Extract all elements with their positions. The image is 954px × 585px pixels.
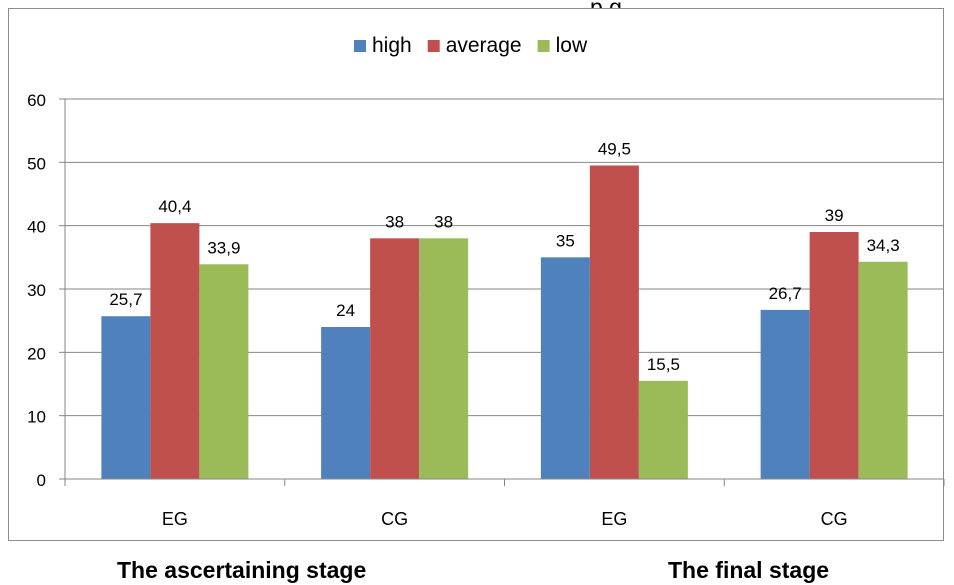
x-tick-label-1: CG [381,509,408,529]
data-label-low-1: 38 [434,212,453,231]
x-tick-label-3: CG [821,509,848,529]
data-label-low-0: 33,9 [207,238,240,257]
y-tick-label-50: 50 [27,154,46,173]
bar-low-3 [858,261,908,479]
y-tick-label-30: 30 [27,281,46,300]
legend-swatch-average [427,40,440,52]
bar-average-0 [150,223,200,479]
bar-high-0 [101,316,151,479]
legend-label-low: low [556,34,588,57]
legend-label-average: average [446,34,522,57]
data-label-low-2: 15,5 [647,355,680,374]
data-label-high-1: 24 [336,301,355,320]
bar-low-1 [419,238,469,479]
bar-average-1 [370,238,420,479]
y-tick-label-0: 0 [37,471,46,490]
bar-average-2 [589,165,639,479]
data-label-average-1: 38 [385,212,404,231]
data-label-average-0: 40,4 [158,197,191,216]
legend-label-high: high [372,34,412,57]
bar-average-3 [809,232,859,479]
data-label-high-2: 35 [556,231,575,250]
data-label-average-2: 49,5 [598,140,631,159]
y-tick-label-40: 40 [27,218,46,237]
data-label-high-3: 26,7 [769,284,802,303]
y-tick-label-10: 10 [27,408,46,427]
bar-high-1 [321,327,371,479]
data-label-average-3: 39 [825,206,844,225]
bar-low-0 [199,264,249,479]
x-tick-label-2: EG [601,509,627,529]
legend-swatch-low [537,40,550,52]
bar-low-2 [638,380,688,479]
bar-chart: 0 10 20 30 40 50 60 25,7 24 35 26,7 40,4 38 49,5 39 33,… [27,34,945,529]
legend-swatch-high [354,40,366,52]
data-label-low-3: 34,3 [867,236,900,255]
stage-label-final: The final stage [668,557,830,583]
bar-high-2 [540,257,590,479]
stage-label-ascertaining: The ascertaining stage [117,557,367,583]
data-label-high-0: 25,7 [109,290,142,309]
y-tick-label-20: 20 [27,344,46,363]
bar-high-3 [760,309,810,479]
y-tick-label-60: 60 [27,91,46,110]
x-tick-label-0: EG [162,509,188,529]
